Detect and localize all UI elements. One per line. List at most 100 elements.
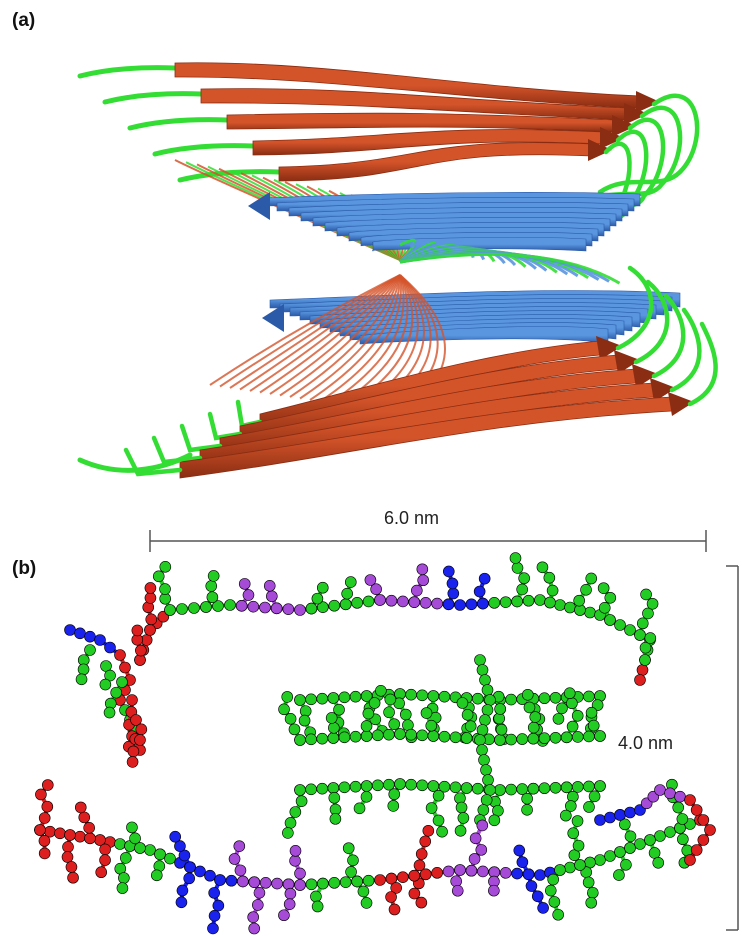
- atom: [432, 814, 445, 827]
- atom: [534, 594, 546, 606]
- atom: [130, 714, 142, 726]
- atom: [390, 882, 403, 894]
- atom: [494, 734, 506, 746]
- atom: [284, 887, 297, 900]
- atom: [127, 745, 140, 758]
- loop-tail: [102, 91, 204, 105]
- atom: [677, 833, 689, 846]
- atom: [284, 817, 297, 829]
- strand-arrowhead: [612, 115, 636, 137]
- atom: [164, 852, 176, 865]
- atom: [316, 782, 329, 795]
- atom: [188, 602, 200, 614]
- atom: [371, 779, 384, 792]
- atom: [531, 890, 544, 903]
- atom: [538, 732, 551, 745]
- atom: [294, 867, 306, 880]
- atom: [413, 859, 426, 872]
- atom: [362, 874, 375, 887]
- atom: [640, 588, 652, 601]
- atom: [317, 601, 329, 613]
- atom: [614, 619, 626, 631]
- atom: [654, 830, 666, 842]
- atom: [571, 731, 584, 743]
- atom: [652, 856, 665, 869]
- atom: [126, 756, 139, 768]
- hairpin-loop: [651, 293, 686, 379]
- atom: [436, 825, 448, 838]
- atom: [259, 601, 271, 614]
- atom: [248, 922, 260, 935]
- atom: [371, 729, 384, 742]
- atom: [270, 602, 283, 615]
- atom: [446, 577, 459, 590]
- atom: [116, 882, 129, 894]
- atom: [456, 697, 469, 709]
- atom: [271, 877, 283, 890]
- atom: [634, 838, 646, 850]
- atom: [564, 601, 576, 614]
- atom: [159, 561, 172, 573]
- atom: [225, 874, 238, 887]
- atom: [450, 875, 462, 888]
- atom: [442, 598, 455, 611]
- atom: [477, 865, 489, 878]
- atom: [432, 789, 445, 802]
- atom: [328, 722, 340, 734]
- atom: [648, 847, 661, 859]
- atom: [317, 877, 329, 890]
- panel-a-label: (a): [12, 10, 36, 31]
- hairpin-loop: [615, 265, 654, 351]
- atom: [438, 730, 451, 743]
- atom: [282, 603, 295, 615]
- atom: [99, 843, 111, 856]
- strand-arrowhead: [668, 392, 694, 416]
- atom: [564, 861, 576, 874]
- atom: [284, 713, 297, 725]
- atom: [416, 779, 429, 792]
- atom: [374, 874, 386, 886]
- atom: [295, 795, 308, 807]
- atom: [61, 851, 74, 863]
- atom: [311, 900, 324, 913]
- atom: [554, 599, 566, 611]
- atom: [499, 596, 512, 608]
- atom: [674, 790, 686, 803]
- atom: [54, 827, 66, 840]
- atom: [35, 788, 47, 801]
- swirl-strand: [399, 252, 621, 285]
- atom: [416, 563, 429, 576]
- atom: [454, 599, 466, 611]
- atom: [383, 728, 395, 741]
- atom: [298, 714, 311, 727]
- loop-tail: [127, 117, 230, 131]
- atom: [134, 842, 146, 854]
- atom: [207, 570, 220, 582]
- atom: [178, 849, 191, 862]
- atom: [646, 597, 659, 610]
- atom: [114, 649, 126, 661]
- atom: [362, 595, 375, 608]
- height-label: 4.0 nm: [618, 733, 674, 753]
- atom: [214, 874, 226, 886]
- atom: [476, 724, 489, 736]
- atom: [83, 822, 95, 834]
- atom: [425, 719, 438, 732]
- atom: [38, 847, 51, 860]
- atom: [154, 848, 166, 861]
- atom: [614, 809, 626, 821]
- atom: [174, 840, 186, 852]
- atom: [438, 690, 451, 703]
- atom: [583, 801, 595, 813]
- atom: [78, 811, 91, 824]
- atom: [624, 806, 636, 819]
- atom: [207, 922, 219, 935]
- atom: [676, 813, 689, 825]
- atom: [511, 562, 524, 574]
- atom: [374, 594, 386, 606]
- atom: [120, 852, 132, 864]
- atom: [333, 703, 345, 716]
- atom: [294, 784, 306, 796]
- atom: [583, 690, 595, 703]
- atom: [538, 692, 551, 705]
